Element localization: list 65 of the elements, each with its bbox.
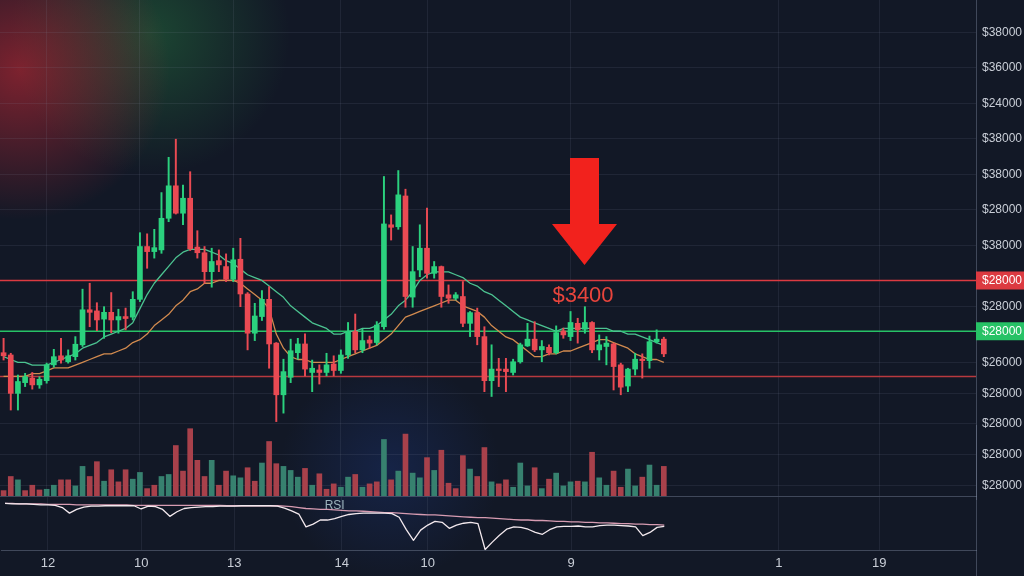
bar — [531, 467, 538, 496]
annotation: RSI — [324, 498, 345, 513]
x-tick-label: 10 — [420, 554, 436, 570]
x-tick-label: 14 — [334, 554, 350, 570]
text: $28000 — [982, 416, 1023, 431]
bar — [316, 473, 323, 496]
bar — [639, 476, 646, 496]
bar — [0, 490, 7, 496]
text: $28000 — [982, 324, 1023, 339]
bar — [553, 472, 560, 496]
text: $28000 — [982, 477, 1023, 492]
x-tick-label: 1 — [775, 554, 783, 570]
text: $24000 — [982, 95, 1023, 110]
bar — [309, 484, 316, 496]
bar — [15, 479, 21, 496]
bar — [373, 481, 380, 496]
bar — [352, 474, 359, 496]
bar — [208, 460, 215, 496]
bar — [395, 470, 402, 496]
bar — [330, 483, 337, 496]
annotation: $3400 — [552, 282, 614, 308]
bar — [237, 477, 244, 496]
bar — [424, 457, 430, 496]
text: $28000 — [982, 273, 1023, 288]
x-tick-label: 13 — [227, 554, 242, 570]
bar — [574, 480, 581, 496]
bar — [546, 478, 552, 496]
text: $38000 — [982, 237, 1023, 252]
candlestick — [639, 353, 646, 379]
bar — [230, 475, 237, 496]
bar — [122, 469, 129, 496]
bar — [660, 466, 667, 496]
bar — [294, 476, 301, 496]
bar — [596, 477, 603, 496]
bar — [538, 488, 545, 496]
bar — [302, 468, 308, 496]
x-tick-label: 10 — [133, 554, 149, 570]
bar — [7, 476, 14, 496]
bar — [244, 467, 251, 496]
bar — [381, 439, 387, 496]
text: $26000 — [982, 354, 1023, 369]
text: $28000 — [982, 202, 1023, 217]
bar — [617, 486, 624, 496]
x-tick-label: 12 — [40, 554, 56, 570]
bar — [416, 477, 423, 496]
text: $38000 — [982, 24, 1023, 39]
text: $28000 — [982, 385, 1023, 400]
bar — [467, 468, 473, 496]
bar — [582, 481, 588, 496]
bar — [388, 479, 394, 496]
bar — [474, 476, 481, 496]
text: $28000 — [982, 447, 1023, 462]
x-tick-label: 19 — [872, 554, 887, 570]
text: $38000 — [982, 166, 1023, 181]
text: $38000 — [982, 131, 1023, 146]
bar — [108, 469, 115, 496]
bar — [589, 451, 595, 496]
bar — [259, 462, 265, 496]
text: $36000 — [982, 60, 1023, 75]
bar — [431, 470, 438, 496]
bar — [251, 480, 258, 496]
bar — [101, 480, 107, 496]
x-tick-label: 9 — [567, 554, 575, 570]
text: $28000 — [982, 298, 1023, 313]
bar — [50, 484, 57, 496]
